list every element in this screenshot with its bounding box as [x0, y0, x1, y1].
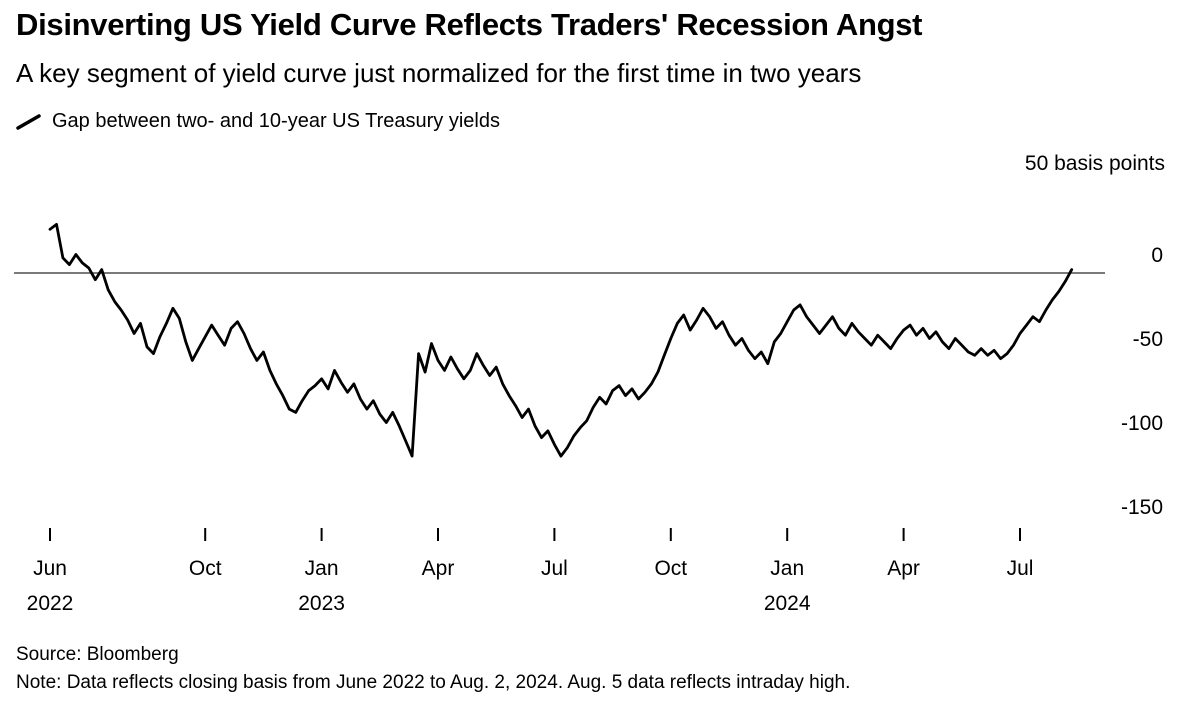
x-tick-label: Jul: [541, 557, 568, 580]
x-tick-label: Oct: [189, 557, 222, 580]
x-tick-label: Apr: [887, 557, 920, 580]
y-tick-label: -150: [1121, 496, 1163, 519]
x-tick-year-label: 2022: [27, 592, 74, 615]
note-label: Note: Data reflects closing basis from J…: [16, 672, 851, 693]
line-series-icon: [16, 113, 42, 131]
x-tick-label: Oct: [654, 557, 687, 580]
yield-spread-line: [48, 222, 1074, 458]
source-label: Source: Bloomberg: [16, 644, 179, 665]
yield-curve-chart: 0 -50 -100 -150 Jun 2022 Oct Jan 2023 Apr Jul Oct Ja…: [14, 222, 1163, 615]
page-title: Disinverting US Yield Curve Reflects Tra…: [16, 7, 923, 42]
x-tick-label: Jun: [33, 557, 67, 580]
legend: Gap between two- and 10-year US Treasury…: [16, 110, 500, 133]
x-tick-label: Jul: [1007, 557, 1034, 580]
x-tick-label: Jan: [770, 557, 804, 580]
y-tick-label: 0: [1151, 244, 1163, 267]
x-tick-label: Apr: [422, 557, 455, 580]
x-tick-year-label: 2023: [298, 592, 345, 615]
page-subtitle: A key segment of yield curve just normal…: [16, 58, 862, 88]
y-axis-unit-label: 50 basis points: [1024, 152, 1165, 175]
y-tick-label: -100: [1121, 412, 1163, 435]
x-tick-year-label: 2024: [764, 592, 811, 615]
x-tick-label: Jan: [305, 557, 339, 580]
legend-label: Gap between two- and 10-year US Treasury…: [52, 110, 500, 132]
y-tick-label: -50: [1133, 328, 1163, 351]
